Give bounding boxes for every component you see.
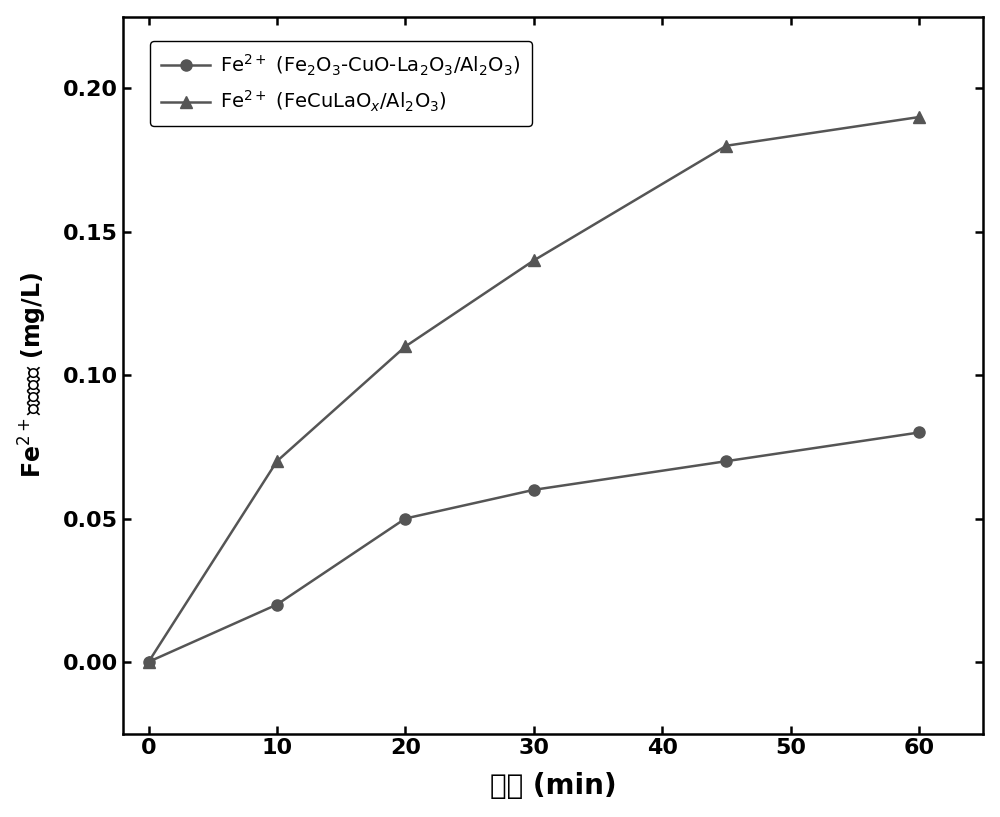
X-axis label: 时间 (min): 时间 (min): [490, 772, 616, 801]
Y-axis label: Fe$^{2+}$离子溶出 (mg/L): Fe$^{2+}$离子溶出 (mg/L): [17, 272, 49, 478]
Legend: Fe$^{2+}$ (Fe$_2$O$_3$-CuO-La$_2$O$_3$/Al$_2$O$_3$), Fe$^{2+}$ (FeCuLaO$_x$/Al$_: Fe$^{2+}$ (Fe$_2$O$_3$-CuO-La$_2$O$_3$/A…: [150, 41, 532, 126]
